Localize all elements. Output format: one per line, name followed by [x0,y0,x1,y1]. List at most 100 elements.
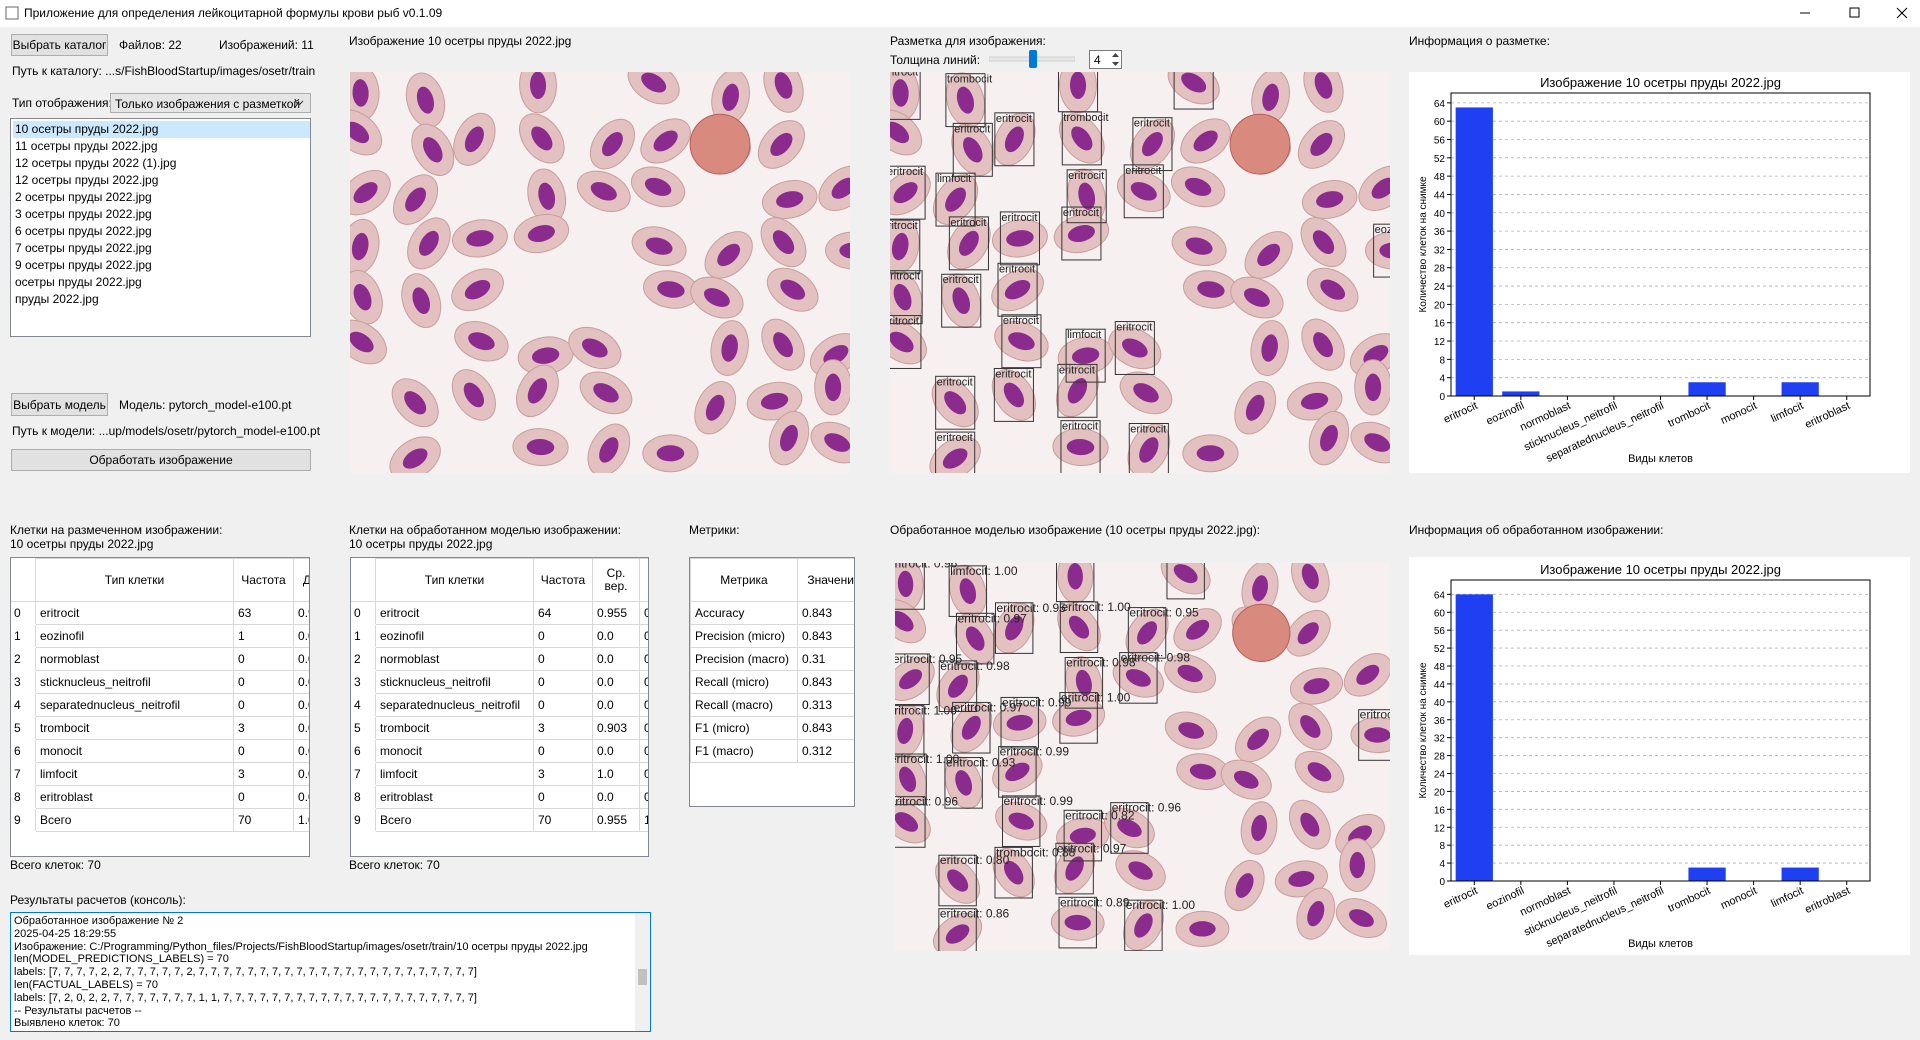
file-list[interactable]: 10 осетры пруды 2022.jpg 11 осетры пруды … [10,118,311,337]
box-label: eritrocit [996,113,1032,125]
cell-nucleus [1371,177,1390,199]
cell [519,113,565,164]
row-index: 4 [11,693,36,717]
cell [1160,563,1211,595]
file-item[interactable]: 9 осетры пруды 2022.jpg [15,258,152,272]
table-cell: 1 [233,624,294,648]
cell-nucleus [1365,373,1382,402]
file-item[interactable]: 10 осетры пруды 2022.jpg [13,121,310,138]
bounding-box [1173,72,1214,110]
table-cell: 0 [533,785,593,809]
line-width-spinbox[interactable]: 4 [1089,50,1122,69]
cell-nucleus [350,331,374,353]
table-cell: 0.0 [592,624,640,648]
process-button[interactable]: Обработать изображение [11,449,311,471]
cell [895,657,935,701]
file-item[interactable]: пруды 2022.jpg [15,292,99,306]
row-index: 5 [11,716,36,740]
file-item[interactable]: осетры пруды 2022.jpg [15,275,142,289]
file-item[interactable]: 11 осетры пруды 2022.jpg [15,139,158,153]
cell-nucleus [1189,921,1216,937]
cell [1350,716,1390,754]
table-cell: eritroblast [375,785,534,809]
source-image [350,72,850,473]
spin-arrows[interactable] [1110,51,1121,68]
cell-nucleus [831,177,850,199]
cell-nucleus [1303,678,1330,695]
bounding-box [999,211,1040,266]
file-item[interactable]: 3 осетры пруды 2022.jpg [15,207,152,221]
y-tick-label: 36 [1434,716,1446,727]
file-item[interactable]: 12 осетры пруды 2022.jpg [15,173,159,187]
bounding-box [895,753,927,806]
console-line: -- Результаты расчетов -- [14,1004,142,1017]
cell [890,109,923,156]
cell [1059,113,1105,164]
table-row: F1 (micro) 0.843 [690,716,854,740]
table-cell: 0.043 [293,716,309,740]
cell [1308,410,1350,466]
cell-nucleus [1379,242,1390,259]
table-cell: Всего [375,808,534,832]
cell-nucleus [897,717,914,744]
cell-nucleus [423,137,443,163]
cell [1129,118,1175,170]
cell [513,213,570,254]
bounding-box [1065,328,1106,383]
table-cell: 0.0 [592,785,640,809]
cell-nucleus [1233,770,1259,789]
view-select[interactable]: Только изображения с разметкой [110,93,311,113]
cell-nucleus [955,770,973,796]
box-label: eritrocit [943,274,979,286]
row-index: 7 [11,762,36,786]
cell [1274,860,1328,898]
cell [814,359,850,416]
cell [451,268,504,312]
view-option: Только изображения с разметкой [115,97,301,111]
column-header: Частота [233,558,294,602]
bounding-box [1061,206,1102,261]
file-item[interactable]: 7 осетры пруды 2022.jpg [15,241,152,255]
table-cell: trombocit [35,716,234,740]
row-index: 3 [11,670,36,694]
choose-model-button[interactable]: Выбрать модель [11,393,108,416]
window-controls[interactable] [1780,0,1920,27]
cell [991,369,1036,421]
cell [1224,859,1265,912]
table-cell: 0.0 [592,739,640,763]
cell [587,423,631,473]
y-tick-label: 12 [1434,823,1446,834]
line-width-slider[interactable] [989,50,1075,68]
table-cell: 0.903 [592,716,640,740]
console[interactable]: Обработанное изображение № 2 2025-04-25 1… [10,912,651,1032]
file-item[interactable]: 12 осетры пруды 2022 (1).jpg [15,156,177,170]
table-cell: F1 (micro) [690,716,798,740]
file-item[interactable]: 6 осетры пруды 2022.jpg [15,224,152,238]
cell-nucleus [1245,394,1265,421]
axes-frame [1450,92,1871,397]
bounding-box [890,270,923,325]
row-index: 5 [351,716,376,740]
box-label: eritrocit: 0.89 [1060,895,1130,909]
file-item[interactable]: 2 осетры пруды 2022.jpg [15,190,152,204]
box-label: eritrocit [890,220,918,232]
table-cell: 0.955 [592,808,640,832]
table-cell: sticknucleus_neitrofil [35,670,234,694]
cell-body [1365,231,1390,270]
console-line: Выявлено клеток: 70 [14,1017,120,1030]
choose-folder-button[interactable]: Выбрать каталог [11,34,108,56]
cell [1164,711,1218,750]
cell-nucleus [1300,392,1329,410]
cell-nucleus [1075,669,1092,696]
table-cell: limfocit [375,762,534,786]
cell [1127,423,1171,473]
table-cell: 3 [233,762,294,786]
cell [1288,702,1333,751]
table-row: F1 (macro) 0.312 [690,739,854,763]
bounding-box [1002,795,1041,847]
cell-nucleus [1185,237,1213,255]
y-tick-label: 8 [1439,355,1445,366]
box-label: eritrocit: 0.96 [895,563,958,571]
table-cell: 0 [533,739,593,763]
cell-nucleus [1122,338,1148,358]
